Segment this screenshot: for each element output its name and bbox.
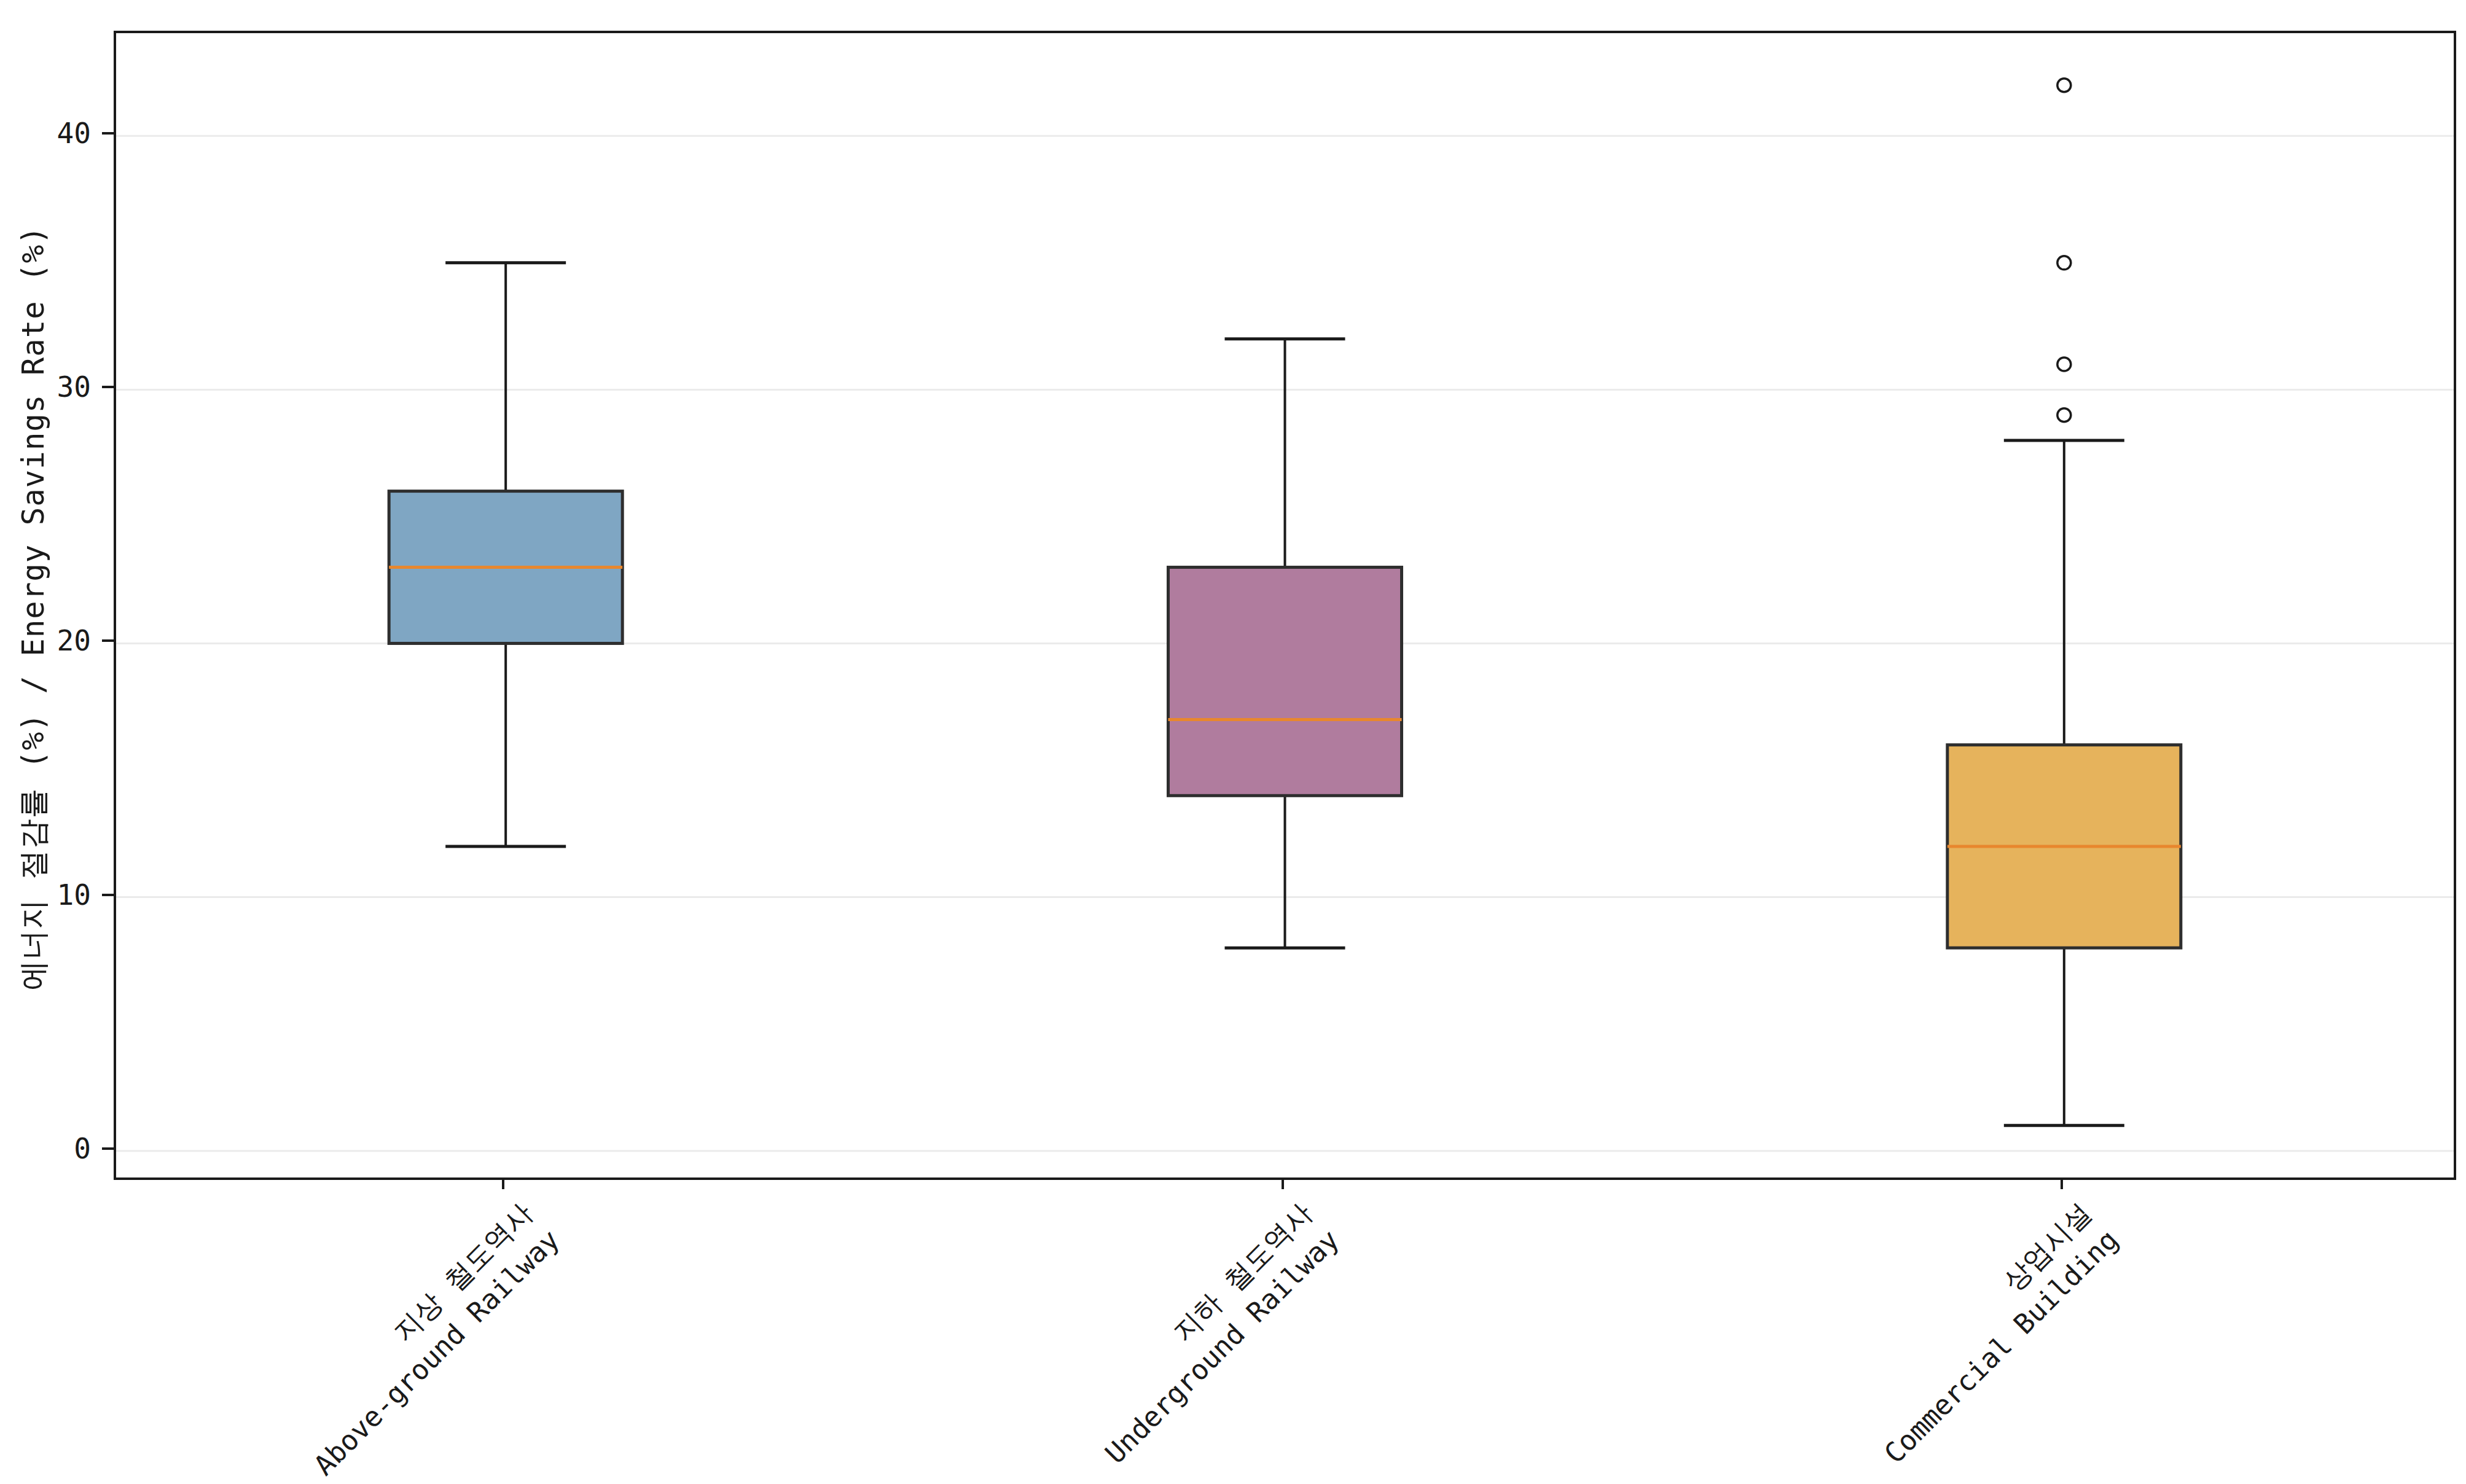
boxplot-figure: 에너지 절감률 (%) / Energy Savings Rate (%) 0 1…: [0, 0, 2466, 1484]
y-tick-mark-40: [102, 132, 114, 135]
y-tick-mark-10: [102, 894, 114, 896]
y-tick-mark-30: [102, 386, 114, 388]
y-tick-mark-0: [102, 1147, 114, 1150]
y-tick-label-10: 10: [0, 881, 91, 909]
x-category-label-2: 지하 철도역사 Underground Railway: [816, 1195, 1348, 1484]
box-2: [1168, 568, 1402, 796]
plot-area: [114, 31, 2456, 1180]
x-tick-mark-3: [2061, 1177, 2063, 1189]
outlier-point-3-29: [2057, 408, 2071, 422]
x-category-label-3: 상업시설 Commercial Building: [1595, 1195, 2127, 1484]
y-tick-mark-20: [102, 639, 114, 642]
y-tick-label-30: 30: [0, 373, 91, 401]
x-tick-mark-1: [502, 1177, 504, 1189]
boxplot-canvas: [116, 33, 2454, 1177]
y-tick-label-20: 20: [0, 627, 91, 655]
outlier-point-3-42: [2057, 79, 2071, 92]
y-tick-label-40: 40: [0, 119, 91, 147]
outlier-point-3-31: [2057, 357, 2071, 371]
outlier-point-3-35: [2057, 256, 2071, 270]
x-tick-mark-2: [1282, 1177, 1284, 1189]
y-tick-label-0: 0: [0, 1134, 91, 1163]
x-category-label-1: 지상 철도역사 Above-ground Railway: [36, 1195, 568, 1484]
y-axis-title: 에너지 절감률 (%) / Energy Savings Rate (%): [14, 6, 54, 1210]
